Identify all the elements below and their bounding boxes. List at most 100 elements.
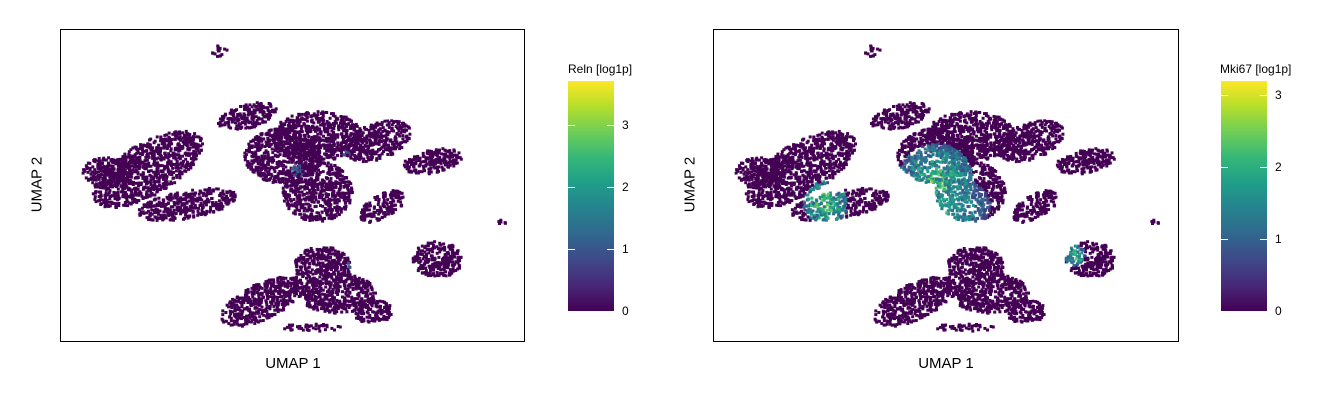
cell-point [399, 126, 403, 130]
cell-point [117, 164, 121, 168]
cell-point [175, 174, 179, 177]
cell-point [206, 197, 210, 201]
cell-point [279, 128, 282, 132]
cell-point [356, 141, 360, 145]
cell-point [151, 146, 155, 150]
cell-point [337, 147, 341, 151]
cell-point [169, 194, 173, 198]
cell-point [441, 147, 445, 151]
cell-point [310, 163, 314, 167]
cell-point [273, 308, 277, 312]
cell-point [108, 171, 112, 175]
cell-point [281, 300, 285, 304]
cell-point [313, 139, 317, 143]
cell-point [324, 144, 328, 147]
cell-point [387, 122, 391, 126]
cell-point [325, 213, 329, 217]
cell-point [319, 255, 323, 259]
cell-point [395, 126, 399, 130]
cell-point [372, 152, 376, 156]
cell-point [107, 156, 111, 160]
cell-point [451, 162, 455, 166]
cell-point [337, 213, 341, 217]
cell-point [121, 157, 125, 161]
cell-point [121, 162, 125, 166]
cell-point [159, 201, 163, 205]
cell-point [352, 128, 356, 132]
cell-point [349, 132, 353, 136]
cell-point [316, 110, 320, 114]
cell-point [159, 215, 163, 219]
cell-point [333, 164, 337, 167]
cell-point [376, 195, 380, 199]
cell-point [164, 180, 167, 184]
cell-point [226, 196, 230, 200]
cell-point [333, 206, 337, 210]
cell-point [364, 214, 368, 218]
cell-point [248, 103, 252, 107]
cell-point [186, 132, 190, 136]
cell-point [326, 201, 330, 205]
cell-point [306, 131, 309, 135]
cell-point [288, 129, 292, 133]
cell-point [93, 197, 97, 201]
cell-point [238, 308, 242, 312]
cell-point [108, 197, 112, 200]
cell-point [125, 193, 129, 197]
cell-point [319, 144, 323, 148]
cell-point [140, 206, 144, 210]
cell-point [273, 285, 277, 289]
cell-point [308, 178, 311, 182]
cell-point [353, 134, 357, 138]
cell-point [177, 156, 181, 160]
cell-point [291, 126, 295, 129]
cell-point [212, 210, 216, 213]
cell-point [317, 194, 321, 198]
cell-point [155, 147, 159, 151]
cell-point [319, 265, 323, 269]
cell-point [353, 153, 357, 157]
cell-point [339, 154, 343, 158]
cell-point [338, 172, 342, 176]
cell-point [258, 285, 262, 289]
cell-point [250, 286, 254, 290]
cell-point [290, 187, 294, 191]
cell-point [167, 169, 171, 173]
cell-point [319, 272, 323, 276]
cell-point [329, 203, 333, 207]
cell-point [329, 216, 332, 220]
cell-point [296, 170, 300, 174]
cell-point [132, 198, 136, 201]
cell-point [260, 117, 264, 121]
cell-point [264, 106, 268, 110]
cell-point [283, 195, 287, 199]
cell-point [170, 213, 174, 216]
cell-point [259, 102, 263, 105]
cell-point [247, 314, 251, 318]
cell-point [323, 271, 327, 275]
cell-point [257, 309, 260, 313]
cell-point [246, 109, 250, 113]
cell-point [130, 190, 134, 194]
cell-point [309, 207, 313, 211]
cell-point [178, 176, 182, 180]
cell-point [179, 208, 183, 211]
cell-point [93, 195, 97, 199]
cell-point [354, 142, 358, 146]
cell-point [170, 196, 174, 200]
cell-point [357, 147, 361, 151]
cell-point [331, 153, 335, 157]
cell-point [377, 198, 381, 201]
cell-point [180, 172, 184, 176]
cell-point [257, 103, 261, 106]
cell-point [359, 145, 363, 149]
cell-point [336, 293, 340, 296]
cell-point [387, 143, 390, 147]
cell-point [195, 153, 198, 157]
cell-point [382, 198, 386, 202]
cell-point [223, 123, 227, 127]
cell-point [245, 117, 249, 121]
cell-point [120, 157, 124, 161]
cell-point [448, 163, 452, 167]
cell-point [397, 129, 401, 133]
